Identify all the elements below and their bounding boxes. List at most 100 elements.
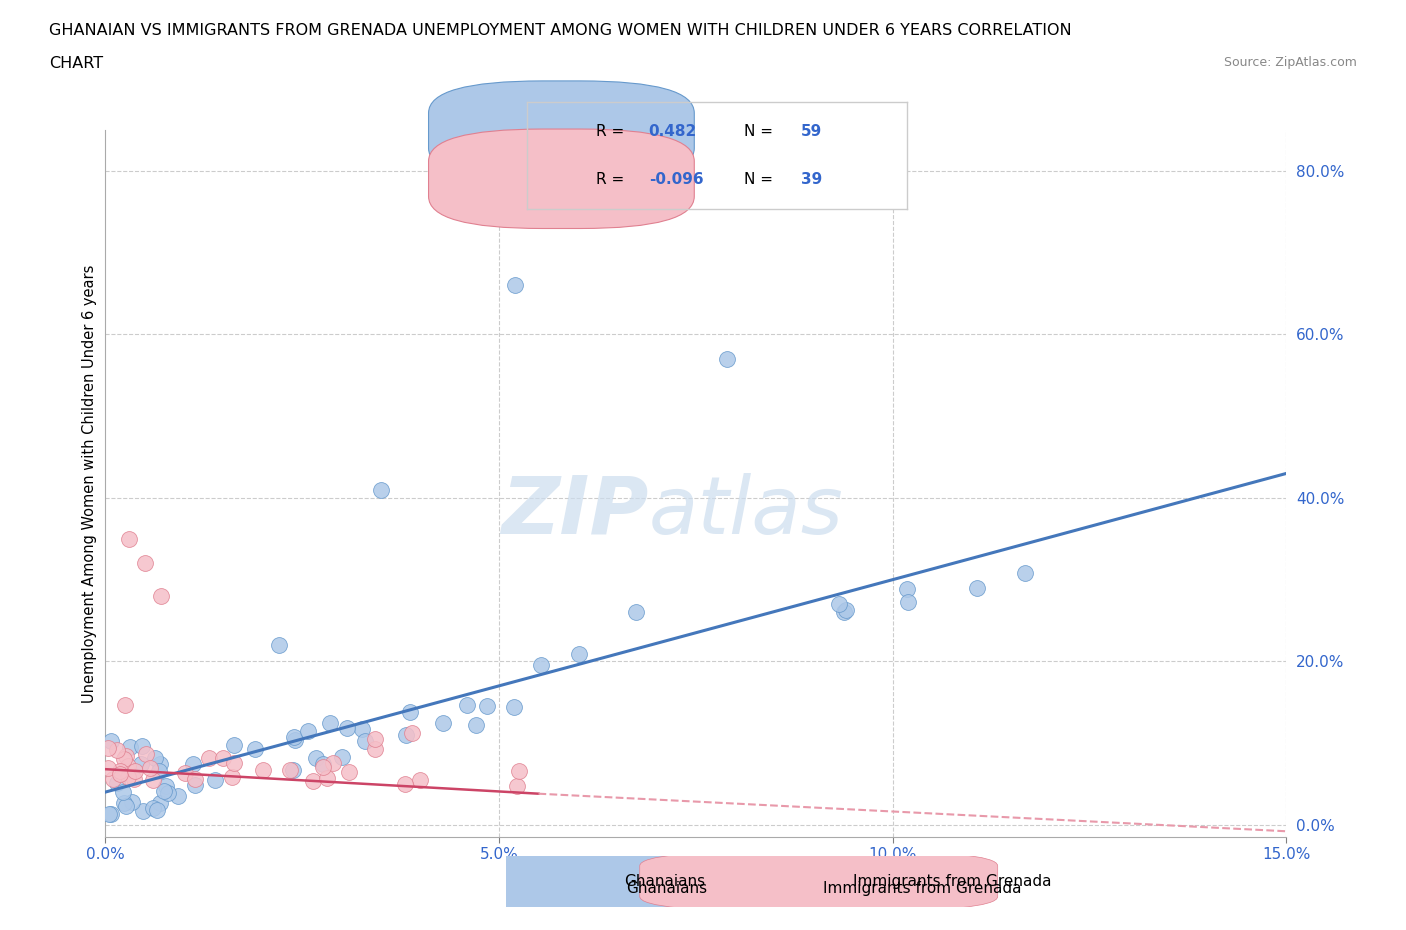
Point [114,749,136,764]
Point [204,773,226,788]
Point [337,764,360,779]
Point [319,716,342,731]
Point [283,730,305,745]
Point [222,737,245,752]
Point [364,732,387,747]
Point [153,783,176,798]
Point [966,580,988,595]
Point [267,638,290,653]
Point [110,764,132,778]
Point [506,778,529,793]
Point [395,727,418,742]
Text: ▪: ▪ [785,873,804,903]
Point [1014,565,1036,580]
FancyBboxPatch shape [429,129,695,229]
Text: Immigrants from Grenada: Immigrants from Grenada [853,873,1052,889]
Point [896,582,918,597]
Point [131,756,153,771]
Point [135,747,157,762]
Text: GHANAIAN VS IMMIGRANTS FROM GRENADA UNEMPLOYMENT AMONG WOMEN WITH CHILDREN UNDER: GHANAIAN VS IMMIGRANTS FROM GRENADA UNEM… [49,23,1071,38]
Point [336,720,359,735]
Point [101,772,124,787]
Y-axis label: Unemployment Among Women with Children Under 6 years: Unemployment Among Women with Children U… [82,264,97,703]
Point [212,751,235,765]
Point [117,770,139,785]
Point [370,483,392,498]
Text: ▪: ▪ [581,873,600,903]
Point [465,717,488,732]
Point [112,785,135,800]
Point [456,698,478,712]
Point [352,722,374,737]
Point [221,770,243,785]
Point [401,726,423,741]
Point [503,278,526,293]
Text: Source: ZipAtlas.com: Source: ZipAtlas.com [1223,56,1357,69]
Point [245,742,267,757]
Point [139,761,162,776]
Point [105,776,128,790]
Point [432,715,454,730]
Point [312,757,335,772]
Text: Immigrants from Grenada: Immigrants from Grenada [823,881,1021,896]
FancyBboxPatch shape [640,850,998,911]
Point [354,734,377,749]
Point [316,771,339,786]
Point [149,796,172,811]
Point [568,646,591,661]
Text: atlas: atlas [648,472,844,551]
Point [716,352,738,366]
Text: Ghanaians: Ghanaians [624,873,704,889]
Point [166,789,188,804]
Point [149,589,172,604]
Point [224,755,246,770]
FancyBboxPatch shape [429,81,695,180]
Text: -0.096: -0.096 [648,172,703,187]
Point [330,750,353,764]
Text: CHART: CHART [49,56,103,71]
Point [100,734,122,749]
Point [100,807,122,822]
Point [305,751,328,765]
Text: R =: R = [596,172,624,187]
Point [148,764,170,778]
Point [132,804,155,818]
Point [131,738,153,753]
Point [118,531,141,546]
Point [108,766,131,781]
Point [121,795,143,810]
Point [115,799,138,814]
Text: 59: 59 [800,124,823,139]
Point [97,740,120,755]
Point [98,806,121,821]
Point [409,772,432,787]
Point [122,771,145,786]
Point [157,786,180,801]
Point [530,658,553,672]
Point [142,773,165,788]
Point [475,698,498,713]
Point [184,777,207,792]
Point [284,733,307,748]
Text: Ghanaians: Ghanaians [626,881,707,896]
Point [398,704,420,719]
Point [174,765,197,780]
Point [142,801,165,816]
Point [297,724,319,738]
Point [143,751,166,765]
Point [112,751,135,766]
Point [145,803,167,817]
Text: N =: N = [744,172,773,187]
Point [105,742,128,757]
Point [832,604,855,619]
Point [112,796,135,811]
Point [252,763,274,777]
Point [508,764,530,778]
Point [181,757,204,772]
Point [114,698,136,712]
Point [364,741,387,756]
Text: 0.482: 0.482 [648,124,697,139]
Point [134,556,156,571]
Point [149,756,172,771]
Point [624,604,647,619]
